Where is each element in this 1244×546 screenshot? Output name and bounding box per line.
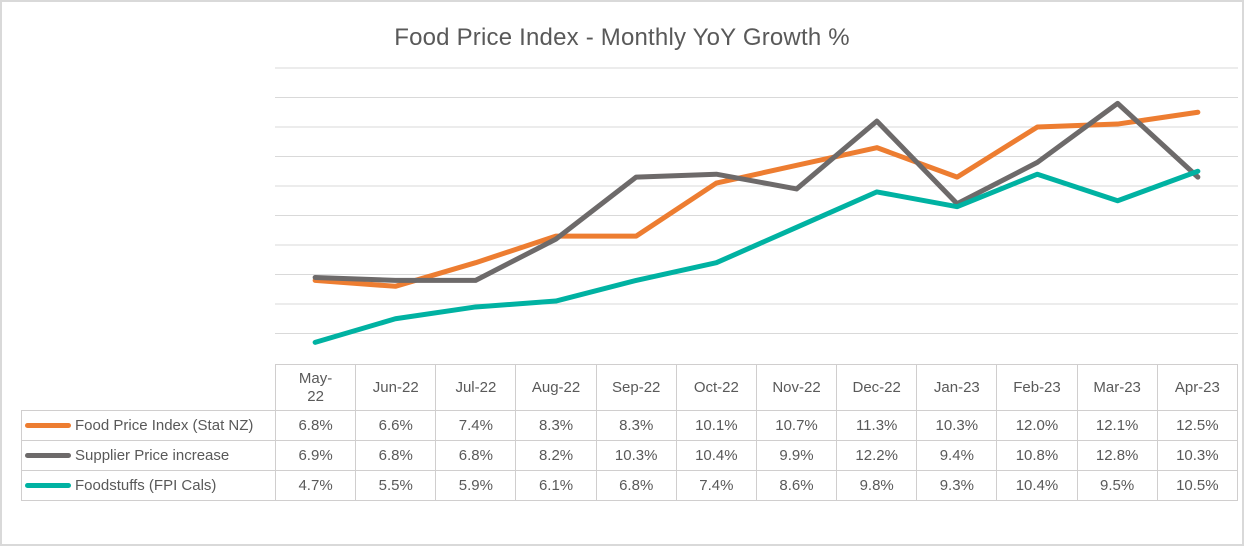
- table-value-cell: 12.2%: [836, 440, 918, 471]
- table-header-oct-22: Oct-22: [675, 364, 757, 411]
- table-value-cell: 10.3%: [595, 440, 677, 471]
- series-line-supplier-price-increase: [312, 100, 1201, 283]
- table-value-cell: 9.4%: [916, 440, 998, 471]
- table-value-cell: 10.7%: [755, 410, 838, 441]
- table-value-cell: 10.1%: [675, 410, 757, 441]
- table-header-may-22: May- 22: [274, 364, 357, 411]
- table-value-cell: 10.4%: [996, 470, 1078, 501]
- table-value-cell: 6.1%: [515, 470, 597, 501]
- table-value-cell: 12.5%: [1156, 410, 1239, 441]
- table-header-aug-22: Aug-22: [515, 364, 597, 411]
- table-header-jun-22: Jun-22: [355, 364, 437, 411]
- table-value-cell: 9.5%: [1076, 470, 1158, 501]
- table-row-food-price-index-stat-nz: Food Price Index (Stat NZ) 6.8% 6.6% 7.4% 8.…: [21, 410, 1239, 441]
- table-value-cell: 12.1%: [1076, 410, 1158, 441]
- series-line-food-price-index-stat-nz: [312, 109, 1201, 289]
- table-value-cell: 6.8%: [595, 470, 677, 501]
- table-header-sep-22: Sep-22: [595, 364, 677, 411]
- table-value-cell: 7.4%: [435, 410, 517, 441]
- table-value-cell: 8.3%: [595, 410, 677, 441]
- table-row-supplier-price-increase: Supplier Price increase 6.9% 6.8% 6.8% 8.2% 1…: [21, 440, 1239, 471]
- table-header-apr-23: Apr-23: [1156, 364, 1239, 411]
- table-value-cell: 12.0%: [996, 410, 1078, 441]
- series-label-cell: Supplier Price increase: [21, 440, 276, 471]
- table-value-cell: 6.6%: [355, 410, 437, 441]
- legend-key-line-icon: [25, 453, 71, 458]
- table-value-cell: 6.8%: [355, 440, 437, 471]
- chart-plot-area: [275, 67, 1238, 345]
- table-value-cell: 4.7%: [274, 470, 357, 501]
- table-value-cell: 6.9%: [274, 440, 357, 471]
- table-value-cell: 8.6%: [755, 470, 838, 501]
- table-corner-cell: [22, 365, 276, 411]
- table-value-cell: 12.8%: [1076, 440, 1158, 471]
- table-header-dec-22: Dec-22: [836, 364, 918, 411]
- gridlines: [275, 67, 1238, 334]
- series-label-cell: Food Price Index (Stat NZ): [21, 410, 276, 441]
- table-value-cell: 5.5%: [355, 470, 437, 501]
- chart-title: Food Price Index - Monthly YoY Growth %: [394, 24, 850, 51]
- table-value-cell: 9.9%: [755, 440, 838, 471]
- table-value-cell: 8.3%: [515, 410, 597, 441]
- series-line-foodstuffs-fpi-cals: [312, 168, 1201, 345]
- legend-key-line-icon: [25, 423, 71, 428]
- table-value-cell: 10.3%: [1156, 440, 1239, 471]
- table-value-cell: 9.3%: [916, 470, 998, 501]
- table-header-nov-22: Nov-22: [755, 364, 838, 411]
- table-value-cell: 11.3%: [836, 410, 918, 441]
- table-value-cell: 9.8%: [836, 470, 918, 501]
- table-value-cell: 8.2%: [515, 440, 597, 471]
- table-value-cell: 10.5%: [1156, 470, 1239, 501]
- table-value-cell: 7.4%: [675, 470, 757, 501]
- legend-key-line-icon: [25, 483, 71, 488]
- series-label: Foodstuffs (FPI Cals): [75, 477, 217, 494]
- series-label: Food Price Index (Stat NZ): [75, 417, 254, 434]
- table-header-jan-23: Jan-23: [916, 364, 998, 411]
- table-header-mar-23: Mar-23: [1076, 364, 1158, 411]
- table-value-cell: 10.4%: [675, 440, 757, 471]
- table-header-jul-22: Jul-22: [435, 364, 517, 411]
- chart-data-table: May- 22 Jun-22 Jul-22 Aug-22 Sep-22 Oct-22 Nov…: [21, 364, 1239, 501]
- series-label: Supplier Price increase: [75, 447, 230, 464]
- table-row-foodstuffs-fpi-cals: Foodstuffs (FPI Cals) 4.7% 5.5% 5.9% 6.1% 6.8…: [21, 470, 1239, 501]
- table-value-cell: 5.9%: [435, 470, 517, 501]
- table-header-feb-23: Feb-23: [996, 364, 1078, 411]
- table-value-cell: 10.8%: [996, 440, 1078, 471]
- table-value-cell: 6.8%: [274, 410, 357, 441]
- table-value-cell: 6.8%: [435, 440, 517, 471]
- series-label-cell: Foodstuffs (FPI Cals): [21, 470, 276, 501]
- table-value-cell: 10.3%: [916, 410, 998, 441]
